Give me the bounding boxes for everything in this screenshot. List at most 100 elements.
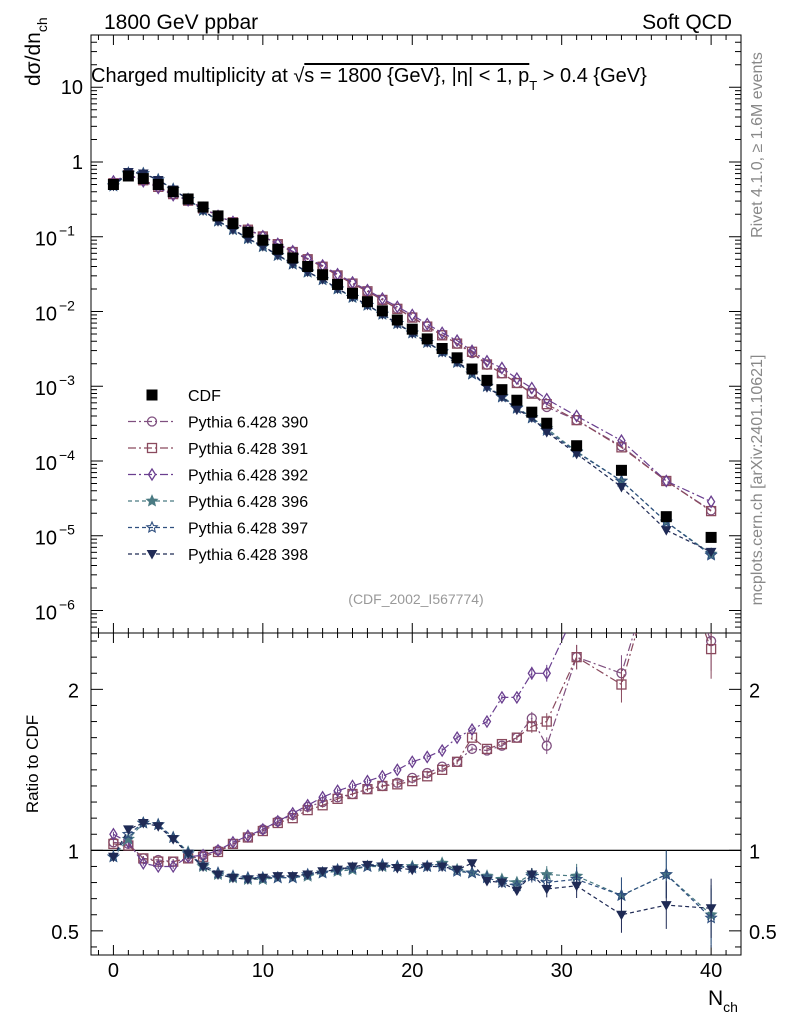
series-point-top [467,344,477,358]
data-point-cdf [421,333,433,345]
ratio-y-tick-label: 1 [68,841,79,863]
series-point-ratio [378,769,387,784]
y-tick-label: 10 [35,528,57,550]
legend-marker [147,467,157,482]
series-point-ratio [347,788,358,800]
data-point-cdf [571,440,583,452]
ratio-y-tick-label: 0.5 [51,922,79,944]
data-point-cdf [197,201,209,213]
series-point-ratio [303,798,312,812]
series-point-top [616,482,627,493]
data-point-cdf [167,186,179,198]
data-point-cdf [152,179,164,190]
header-left: 1800 GeV ppbar [104,11,258,34]
series-point-ratio [422,771,433,782]
series-point-ratio [511,732,523,743]
series-point-ratio [392,779,403,790]
series-line-ratio [112,822,712,916]
legend-label: Pythia 6.428 397 [188,521,308,538]
legend-label: Pythia 6.428 392 [188,468,308,485]
series-line-ratio [112,822,712,916]
legend-marker [146,550,158,560]
header-right: Soft QCD [642,11,732,34]
series-point-ratio [242,875,254,885]
series-point-top [571,414,582,426]
data-point-cdf [705,531,717,543]
series-line-top [113,174,712,512]
series-point-ratio [213,843,223,858]
data-point-cdf [526,406,538,418]
data-point-cdf [436,342,448,354]
series-line-ratio [112,822,712,919]
series-point-ratio [348,779,357,793]
series-point-ratio [527,666,537,680]
y-tick-exponent: −5 [59,522,75,538]
y-tick-label: 10 [35,602,57,624]
series-point-ratio [618,603,625,614]
series-point-ratio [573,603,580,614]
legend-label: Pythia 6.428 398 [188,547,308,564]
series-point-ratio [466,743,478,755]
series-point-ratio [317,800,328,811]
series-point-ratio [481,743,493,755]
series-point-ratio [452,730,462,745]
series-point-ratio [212,870,224,881]
y-tick-label: 10 [35,453,57,475]
data-point-cdf [287,252,299,264]
series-point-ratio [393,763,402,777]
series-point-ratio [243,829,253,843]
series-point-ratio [496,738,508,750]
series-point-top [437,326,447,340]
y-axis-label-bottom: Ratio to CDF [23,715,42,813]
series-point-ratio [422,750,432,764]
series-point-ratio [482,714,492,729]
series-point-ratio [705,643,717,655]
data-point-cdf [361,296,373,308]
x-tick-label: 10 [252,960,274,982]
rivet-label: Rivet 4.1.0, ≥ 1.6M events [749,52,766,238]
data-point-cdf [376,305,388,317]
data-point-cdf [496,384,508,396]
series-point-top [704,548,718,561]
y-tick-exponent: −1 [59,223,75,239]
series-point-ratio [333,784,342,798]
data-point-cdf [242,226,254,238]
x-axis-label: Nch [708,987,738,1015]
series-point-ratio [153,859,163,874]
series-point-ratio [436,862,448,872]
series-point-ratio [660,901,672,911]
data-point-cdf [332,278,344,290]
series-line-top [113,174,712,511]
series-point-top [393,300,402,314]
series-point-ratio [137,818,149,829]
series-point-ratio [318,790,327,804]
series-point-ratio [705,904,717,914]
series-point-ratio [481,876,493,887]
series-point-ratio [451,865,463,876]
data-point-cdf [615,464,627,476]
y-tick-label: 1 [72,152,83,174]
legend-marker [145,494,159,507]
series-line-ratio [113,633,712,863]
series-point-ratio [332,793,343,804]
series-point-ratio [467,722,477,737]
analysis-id: (CDF_2002_I567774) [348,591,483,607]
series-point-ratio [197,862,209,872]
series-point-top [422,317,432,331]
x-tick-label: 0 [108,960,119,982]
series-point-ratio [362,860,373,871]
series-point-ratio [182,849,194,860]
data-point-cdf [317,269,329,281]
series-point-ratio [139,856,148,870]
series-point-top [526,388,537,399]
ratio-panel-frame [90,632,742,956]
series-point-ratio [526,721,537,732]
series-point-top [617,433,626,448]
data-point-cdf [346,287,358,299]
series-point-ratio [541,716,552,727]
legend-label: Pythia 6.428 396 [188,494,308,511]
data-point-cdf [302,260,314,272]
legend-label-cdf: CDF [188,388,221,405]
series-point-top [482,354,492,368]
